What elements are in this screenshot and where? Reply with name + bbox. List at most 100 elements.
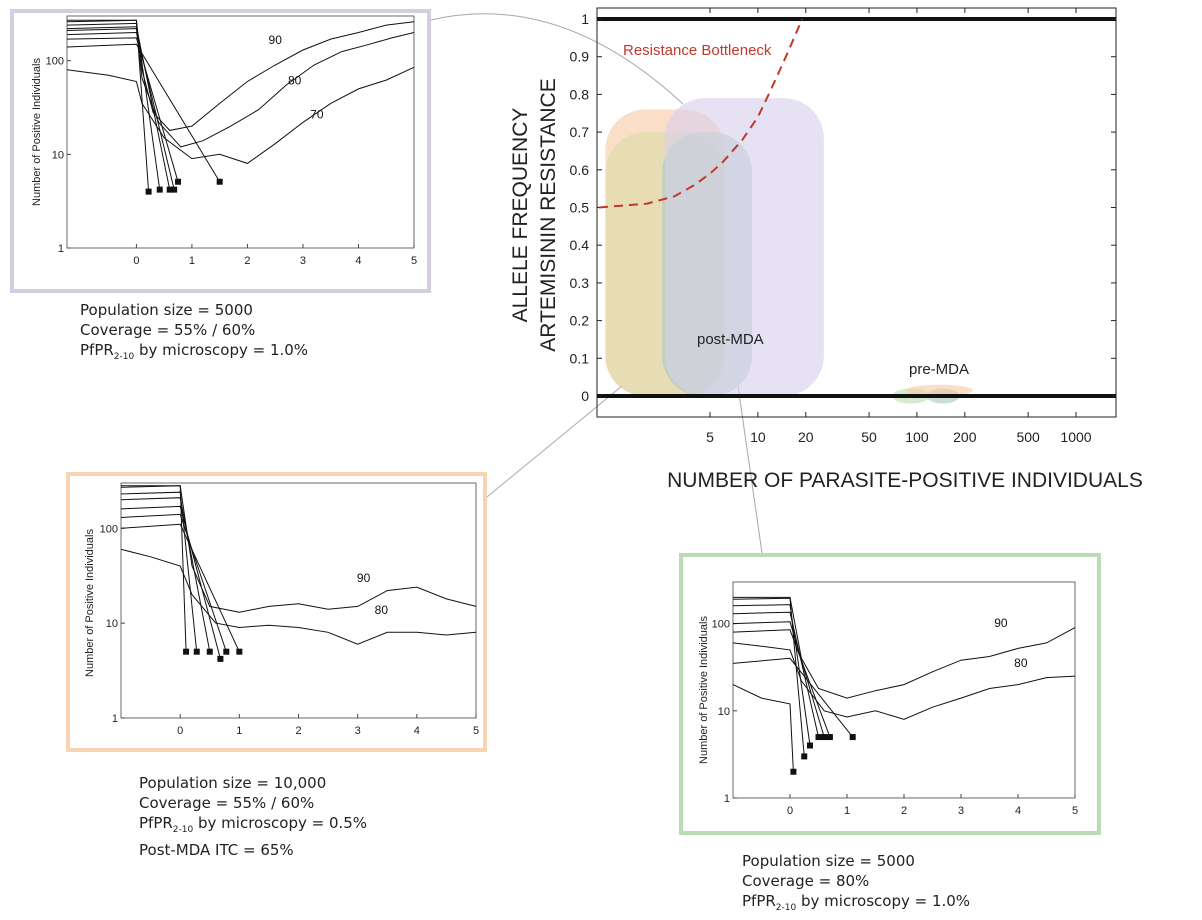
extinct-line-4 <box>120 513 227 652</box>
inset-y-tick-label: 10 <box>718 706 730 718</box>
y-tick-label: 0.9 <box>570 49 590 65</box>
extinct-marker-4 <box>821 734 828 741</box>
extinct-line-0 <box>120 485 187 652</box>
caption-purple-pfpr-value: by microscopy = 1.0% <box>134 341 309 359</box>
coverage-annotation-90: 90 <box>994 616 1008 630</box>
connector-purple-line <box>430 13 684 105</box>
inset-purple-plot-frame <box>66 15 415 249</box>
survivor-line-2 <box>66 66 415 164</box>
extinct-line-1 <box>120 491 198 652</box>
inset-y-tick-label: 1 <box>58 243 64 255</box>
extinct-marker-2 <box>806 742 813 749</box>
extinct-line-3 <box>120 505 221 660</box>
inset-x-tick-label: 3 <box>958 805 964 817</box>
inset-x-tick-label: 5 <box>1072 805 1078 817</box>
extinct-line-5 <box>120 523 240 652</box>
extinct-marker-3 <box>171 186 178 193</box>
caption-purple: Population size = 5000 Coverage = 55% / … <box>80 300 308 367</box>
coverage-annotation-80: 80 <box>375 603 389 617</box>
inset-y-tick-label: 100 <box>712 619 730 631</box>
coverage-annotation-90: 90 <box>357 571 371 585</box>
caption-orange-pfpr-sub: 2-10 <box>172 825 194 835</box>
extinct-marker-3 <box>217 655 224 662</box>
region-post-MDA-3 <box>664 98 824 397</box>
extinct-marker-0 <box>183 648 190 655</box>
inset-purple-ylabel: Number of Positive Individuals <box>31 58 43 206</box>
y-tick-label: 0 <box>581 388 589 404</box>
caption-green: Population size = 5000 Coverage = 80% Pf… <box>742 851 970 918</box>
caption-orange-coverage: Coverage = 55% / 60% <box>139 794 315 812</box>
inset-x-tick-label: 2 <box>901 805 907 817</box>
caption-green-pfpr-label: PfPR <box>742 892 776 910</box>
y-tick-label: 0.5 <box>570 200 590 216</box>
extinct-line-6 <box>732 657 854 738</box>
caption-orange-pfpr-value: by microscopy = 0.5% <box>193 814 368 832</box>
inset-y-tick-label: 1 <box>112 713 118 725</box>
caption-purple-population: Population size = 5000 <box>80 301 253 319</box>
inset-x-tick-label: 0 <box>177 725 183 737</box>
inset-orange-ylabel: Number of Positive Individuals <box>84 529 96 677</box>
inset-y-tick-label: 10 <box>106 618 118 630</box>
survivor-line-1 <box>120 548 477 645</box>
survivor-line-0 <box>733 596 1076 699</box>
inset-x-tick-label: 5 <box>473 725 479 737</box>
extinct-marker-0 <box>790 768 797 775</box>
pre-mda-label: pre-MDA <box>909 361 969 378</box>
caption-purple-pfpr-label: PfPR <box>80 341 114 359</box>
post-mda-label: post-MDA <box>697 331 764 348</box>
inset-orange-ylabel-group: Number of Positive Individuals <box>84 529 96 677</box>
extinct-marker-6 <box>849 734 856 741</box>
extinct-marker-0 <box>145 188 152 195</box>
caption-purple-pfpr-sub: 2-10 <box>113 352 135 362</box>
bottleneck-curve <box>598 18 804 209</box>
inset-y-tick-label: 100 <box>100 523 118 535</box>
extinct-line-3 <box>66 31 175 190</box>
caption-green-pfpr-sub: 2-10 <box>775 903 797 913</box>
inset-x-tick-label: 5 <box>411 255 417 267</box>
inset-x-tick-label: 0 <box>133 255 139 267</box>
y-tick-label: 1 <box>581 11 589 27</box>
x-tick-label: 50 <box>861 429 877 445</box>
y-tick-label: 0.1 <box>570 350 590 366</box>
caption-orange-population: Population size = 10,000 <box>139 774 327 792</box>
inset-x-tick-label: 1 <box>189 255 195 267</box>
x-tick-label: 200 <box>953 429 977 445</box>
x-tick-label: 20 <box>798 429 814 445</box>
extinct-line-4 <box>66 37 179 182</box>
inset-y-tick-label: 1 <box>724 793 730 805</box>
extinct-marker-3 <box>815 734 822 741</box>
extinct-marker-4 <box>223 648 230 655</box>
main-xlabel: NUMBER OF PARASITE-POSITIVE INDIVIDUALS <box>667 469 1143 492</box>
x-tick-label: 5 <box>706 429 714 445</box>
main-ylabel-line2: ARTEMISININ RESISTANCE <box>537 78 560 351</box>
inset-x-tick-label: 4 <box>1015 805 1021 817</box>
coverage-annotation-80: 80 <box>1014 656 1028 670</box>
extinct-marker-2 <box>206 648 213 655</box>
extinct-marker-1 <box>801 753 808 760</box>
bottleneck-label: Resistance Bottleneck <box>623 42 772 59</box>
inset-x-tick-label: 3 <box>300 255 306 267</box>
inset-x-tick-label: 1 <box>844 805 850 817</box>
extinct-line-2 <box>732 604 811 746</box>
caption-orange-itc: Post-MDA ITC = 65% <box>139 841 294 859</box>
y-tick-label: 0.3 <box>570 275 590 291</box>
y-tick-label: 0.7 <box>570 124 590 140</box>
extinct-line-4 <box>732 621 825 738</box>
x-tick-label: 10 <box>750 429 766 445</box>
x-tick-label: 100 <box>905 429 929 445</box>
inset-green-ylabel-group: Number of Positive Individuals <box>698 616 710 764</box>
region-pre-MDA-6 <box>905 384 973 396</box>
caption-purple-pfpr: PfPR2-10 by microscopy = 1.0% <box>80 340 308 367</box>
extinct-marker-1 <box>156 186 163 193</box>
extinct-marker-2 <box>166 186 173 193</box>
extinct-line-2 <box>66 26 171 190</box>
caption-orange: Population size = 10,000 Coverage = 55% … <box>139 773 367 860</box>
extinct-marker-5 <box>216 178 223 185</box>
inset-orange: 0 1 2 3 4 5 1 10 100 Number of Positive Individua… <box>66 472 487 752</box>
inset-x-tick-label: 4 <box>414 725 420 737</box>
caption-green-coverage: Coverage = 80% <box>742 872 870 890</box>
connector-orange-line <box>486 385 623 498</box>
coverage-annotation-70: 70 <box>310 108 324 122</box>
